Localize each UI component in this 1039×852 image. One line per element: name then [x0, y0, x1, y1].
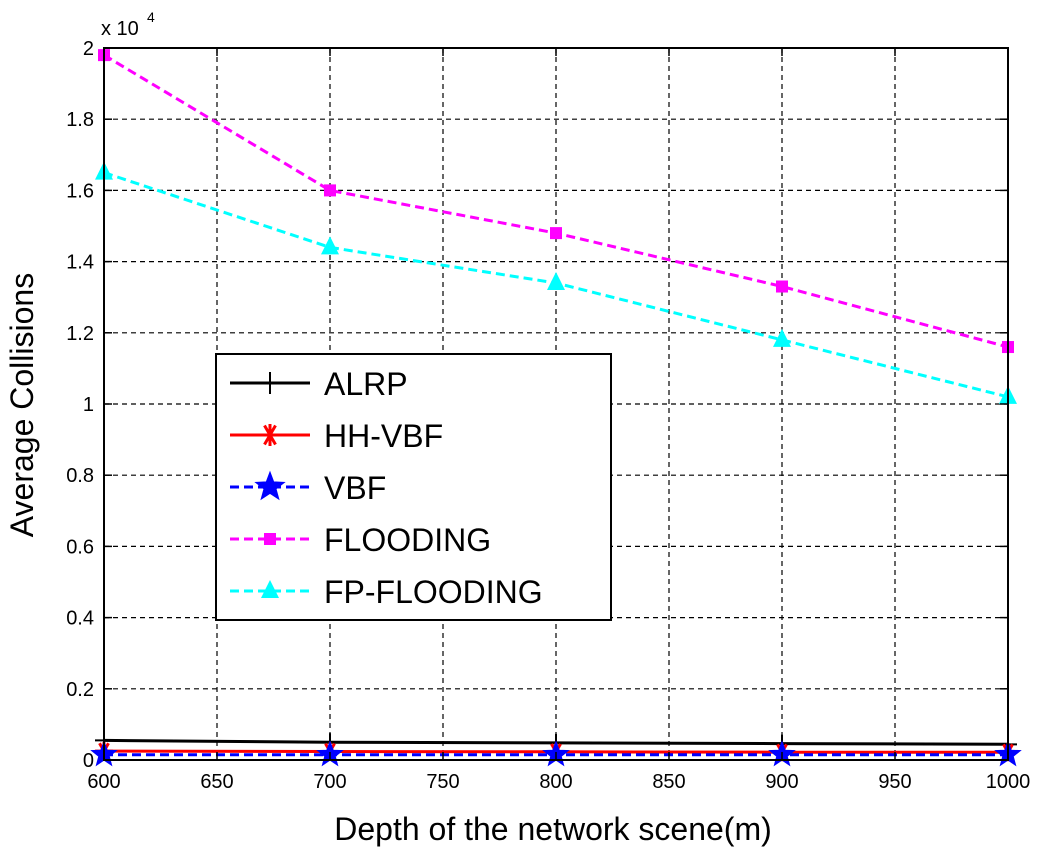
- y-tick-label: 1: [83, 394, 94, 416]
- y-multiplier-base: x 10: [101, 18, 139, 40]
- y-tick-label: 0.6: [66, 536, 94, 558]
- x-tick-label: 900: [765, 771, 798, 793]
- data-point-triangle: [261, 580, 279, 598]
- data-point-square: [776, 280, 788, 293]
- data-point-square: [324, 184, 336, 197]
- data-point-plus: [259, 372, 281, 394]
- legend-label: VBF: [324, 470, 386, 506]
- x-tick-label: 750: [426, 771, 459, 793]
- legend-entry: FP-FLOODING: [230, 574, 543, 610]
- y-tick-label: 0.8: [66, 465, 94, 487]
- y-multiplier-exponent: 4: [147, 9, 155, 25]
- data-point-square: [550, 227, 562, 240]
- legend-label: FP-FLOODING: [324, 574, 543, 610]
- x-axis-label: Depth of the network scene(m): [334, 811, 772, 847]
- legend-entry: HH-VBF: [230, 418, 443, 454]
- legend-entry: FLOODING: [230, 522, 491, 558]
- x-tick-label: 800: [539, 771, 572, 793]
- y-tick-label: 1.8: [66, 109, 94, 131]
- y-tick-label: 0.4: [66, 608, 94, 630]
- data-point-triangle: [321, 236, 339, 255]
- data-point-star: [254, 470, 286, 501]
- legend-entry: VBF: [230, 470, 386, 506]
- y-tick-label: 1.6: [66, 180, 94, 202]
- data-point-triangle: [773, 328, 791, 347]
- x-tick-label: 850: [652, 771, 685, 793]
- legend-entry: ALRP: [230, 366, 408, 402]
- y-tick-label: 0: [83, 750, 94, 772]
- legend-label: FLOODING: [324, 522, 491, 558]
- legend-label: ALRP: [324, 366, 408, 402]
- legend-label: HH-VBF: [324, 418, 443, 454]
- y-tick-label: 1.4: [66, 252, 94, 274]
- y-tick-label: 1.2: [66, 323, 94, 345]
- data-point-square: [264, 533, 276, 545]
- data-point-triangle: [547, 271, 565, 290]
- x-tick-label: 950: [878, 771, 911, 793]
- x-tick-label: 650: [200, 771, 233, 793]
- legend-box: [215, 353, 612, 621]
- x-tick-label: 700: [313, 771, 346, 793]
- data-point-asterisk: [259, 424, 281, 446]
- y-axis-label: Average Collisions: [4, 273, 40, 537]
- ticks: 600 650 700 750 800 850 900 950 1000 0 0.2 0.4 0.6 0.…: [66, 38, 1030, 793]
- legend: ALRP HH-VBF VBF FLOODING FP-FLOODING: [215, 353, 612, 621]
- y-tick-label: 0.2: [66, 679, 94, 701]
- x-tick-label: 600: [87, 771, 120, 793]
- x-tick-label: 1000: [986, 771, 1031, 793]
- y-tick-label: 2: [83, 38, 94, 60]
